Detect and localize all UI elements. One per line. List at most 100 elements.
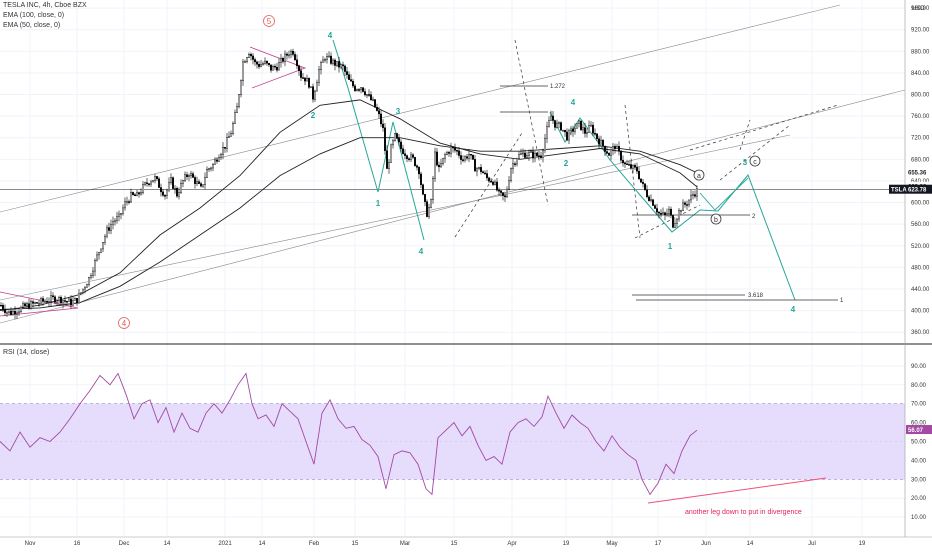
last-price-tag-bg (906, 184, 932, 194)
triangle-left (0, 291, 79, 317)
candle-body (187, 175, 190, 177)
y-tick-label: 560.00 (911, 222, 930, 228)
candle-body (282, 58, 285, 62)
candle-body (334, 59, 337, 66)
candle-body (520, 153, 523, 155)
rsi-tick-label: 80.00 (911, 383, 927, 389)
candle-body (566, 131, 569, 141)
candle-body (149, 181, 152, 185)
candle-body (536, 152, 539, 156)
wave-label-teal: 2 (311, 111, 316, 120)
candle-body (464, 156, 467, 161)
candle-body (306, 78, 309, 82)
candle-body (364, 91, 367, 96)
candle-body (666, 213, 669, 216)
candle-body (530, 151, 533, 153)
fib-1-label: 1 (840, 298, 844, 304)
candle-body (268, 63, 271, 66)
candle-body (63, 300, 66, 302)
ema100-legend[interactable]: EMA (100, close, 0) (3, 12, 65, 19)
candle-body (410, 154, 413, 160)
candle-body (524, 152, 527, 158)
candle-body (640, 178, 643, 183)
candle-body (376, 107, 379, 111)
candle-body (36, 302, 39, 304)
candle-body (672, 215, 675, 228)
candle-body (227, 136, 230, 138)
candle-body (400, 141, 403, 149)
candle-body (560, 122, 563, 131)
candle-body (686, 204, 689, 206)
candle-body (300, 70, 303, 78)
candle-body (620, 151, 623, 161)
rsi-tick-label: 60.00 (911, 421, 927, 427)
currency-label: USD (912, 6, 925, 12)
candle-body (109, 224, 112, 231)
candle-body (384, 127, 387, 151)
candle-body (123, 201, 126, 209)
rsi-tick-label: 90.00 (911, 364, 927, 370)
candle-body (504, 195, 507, 198)
x-tick-label: 19 (859, 541, 866, 547)
candle-body (308, 78, 311, 88)
y-tick-label: 800.00 (911, 93, 930, 99)
candle-body (462, 159, 465, 161)
candle-body (412, 154, 415, 158)
candle-body (249, 54, 252, 57)
candle-body (422, 184, 425, 195)
candle-body (290, 50, 293, 56)
rsi-value-tag-bg (906, 425, 932, 435)
candle-body (398, 138, 401, 143)
candle-body (628, 164, 631, 166)
candle-body (302, 77, 305, 79)
candle-body (466, 156, 469, 159)
candle-body (113, 220, 116, 223)
candle-body (562, 129, 565, 132)
candle-body (534, 152, 537, 159)
candle-body (93, 259, 96, 272)
candle-body (24, 303, 27, 307)
candle-body (173, 188, 176, 190)
wave-path-2 (549, 111, 796, 301)
symbol-legend[interactable]: TESLA INC, 4h, Cboe BZX (3, 2, 87, 9)
candle-body (518, 154, 521, 159)
candle-body (115, 216, 118, 222)
candle-body (133, 194, 136, 197)
candle-body (48, 301, 51, 303)
candle-body (506, 188, 509, 198)
candle-body (89, 275, 92, 278)
candle-body (646, 189, 649, 198)
candle-body (286, 53, 289, 56)
candle-body (18, 311, 21, 314)
rsi-legend[interactable]: RSI (14, close) (3, 349, 50, 356)
wave-labels: 5 4 4 2 1 3 4 4 2 1 3 4 a b c (118, 15, 796, 329)
candle-body (556, 122, 559, 128)
candle-body (258, 64, 261, 67)
fib-2-label: 2 (752, 214, 756, 220)
candle-body (352, 80, 355, 87)
candle-body (418, 167, 421, 175)
candle-body (73, 297, 76, 301)
last-price-tag: 623.78 (908, 188, 927, 194)
y-tick-label: 920.00 (911, 28, 930, 34)
candle-body (207, 168, 210, 170)
candle-body (28, 303, 31, 309)
candle-body (7, 310, 10, 313)
candle-body (272, 65, 275, 71)
candle-body (247, 54, 250, 58)
candle-body (199, 183, 202, 187)
x-tick-label: Dec (119, 541, 130, 547)
candle-body (404, 153, 407, 156)
candle-body (181, 180, 184, 184)
ema50-legend[interactable]: EMA (50, close, 0) (3, 22, 61, 29)
rsi-tick-label: 20.00 (911, 496, 927, 502)
candle-body (16, 312, 19, 315)
candle-body (416, 165, 419, 168)
candle-body (516, 158, 519, 165)
candle-body (630, 164, 633, 169)
candle-body (167, 182, 170, 191)
wave-label-teal: 4 (328, 31, 333, 40)
candle-body (9, 310, 12, 315)
candle-body (107, 227, 110, 231)
